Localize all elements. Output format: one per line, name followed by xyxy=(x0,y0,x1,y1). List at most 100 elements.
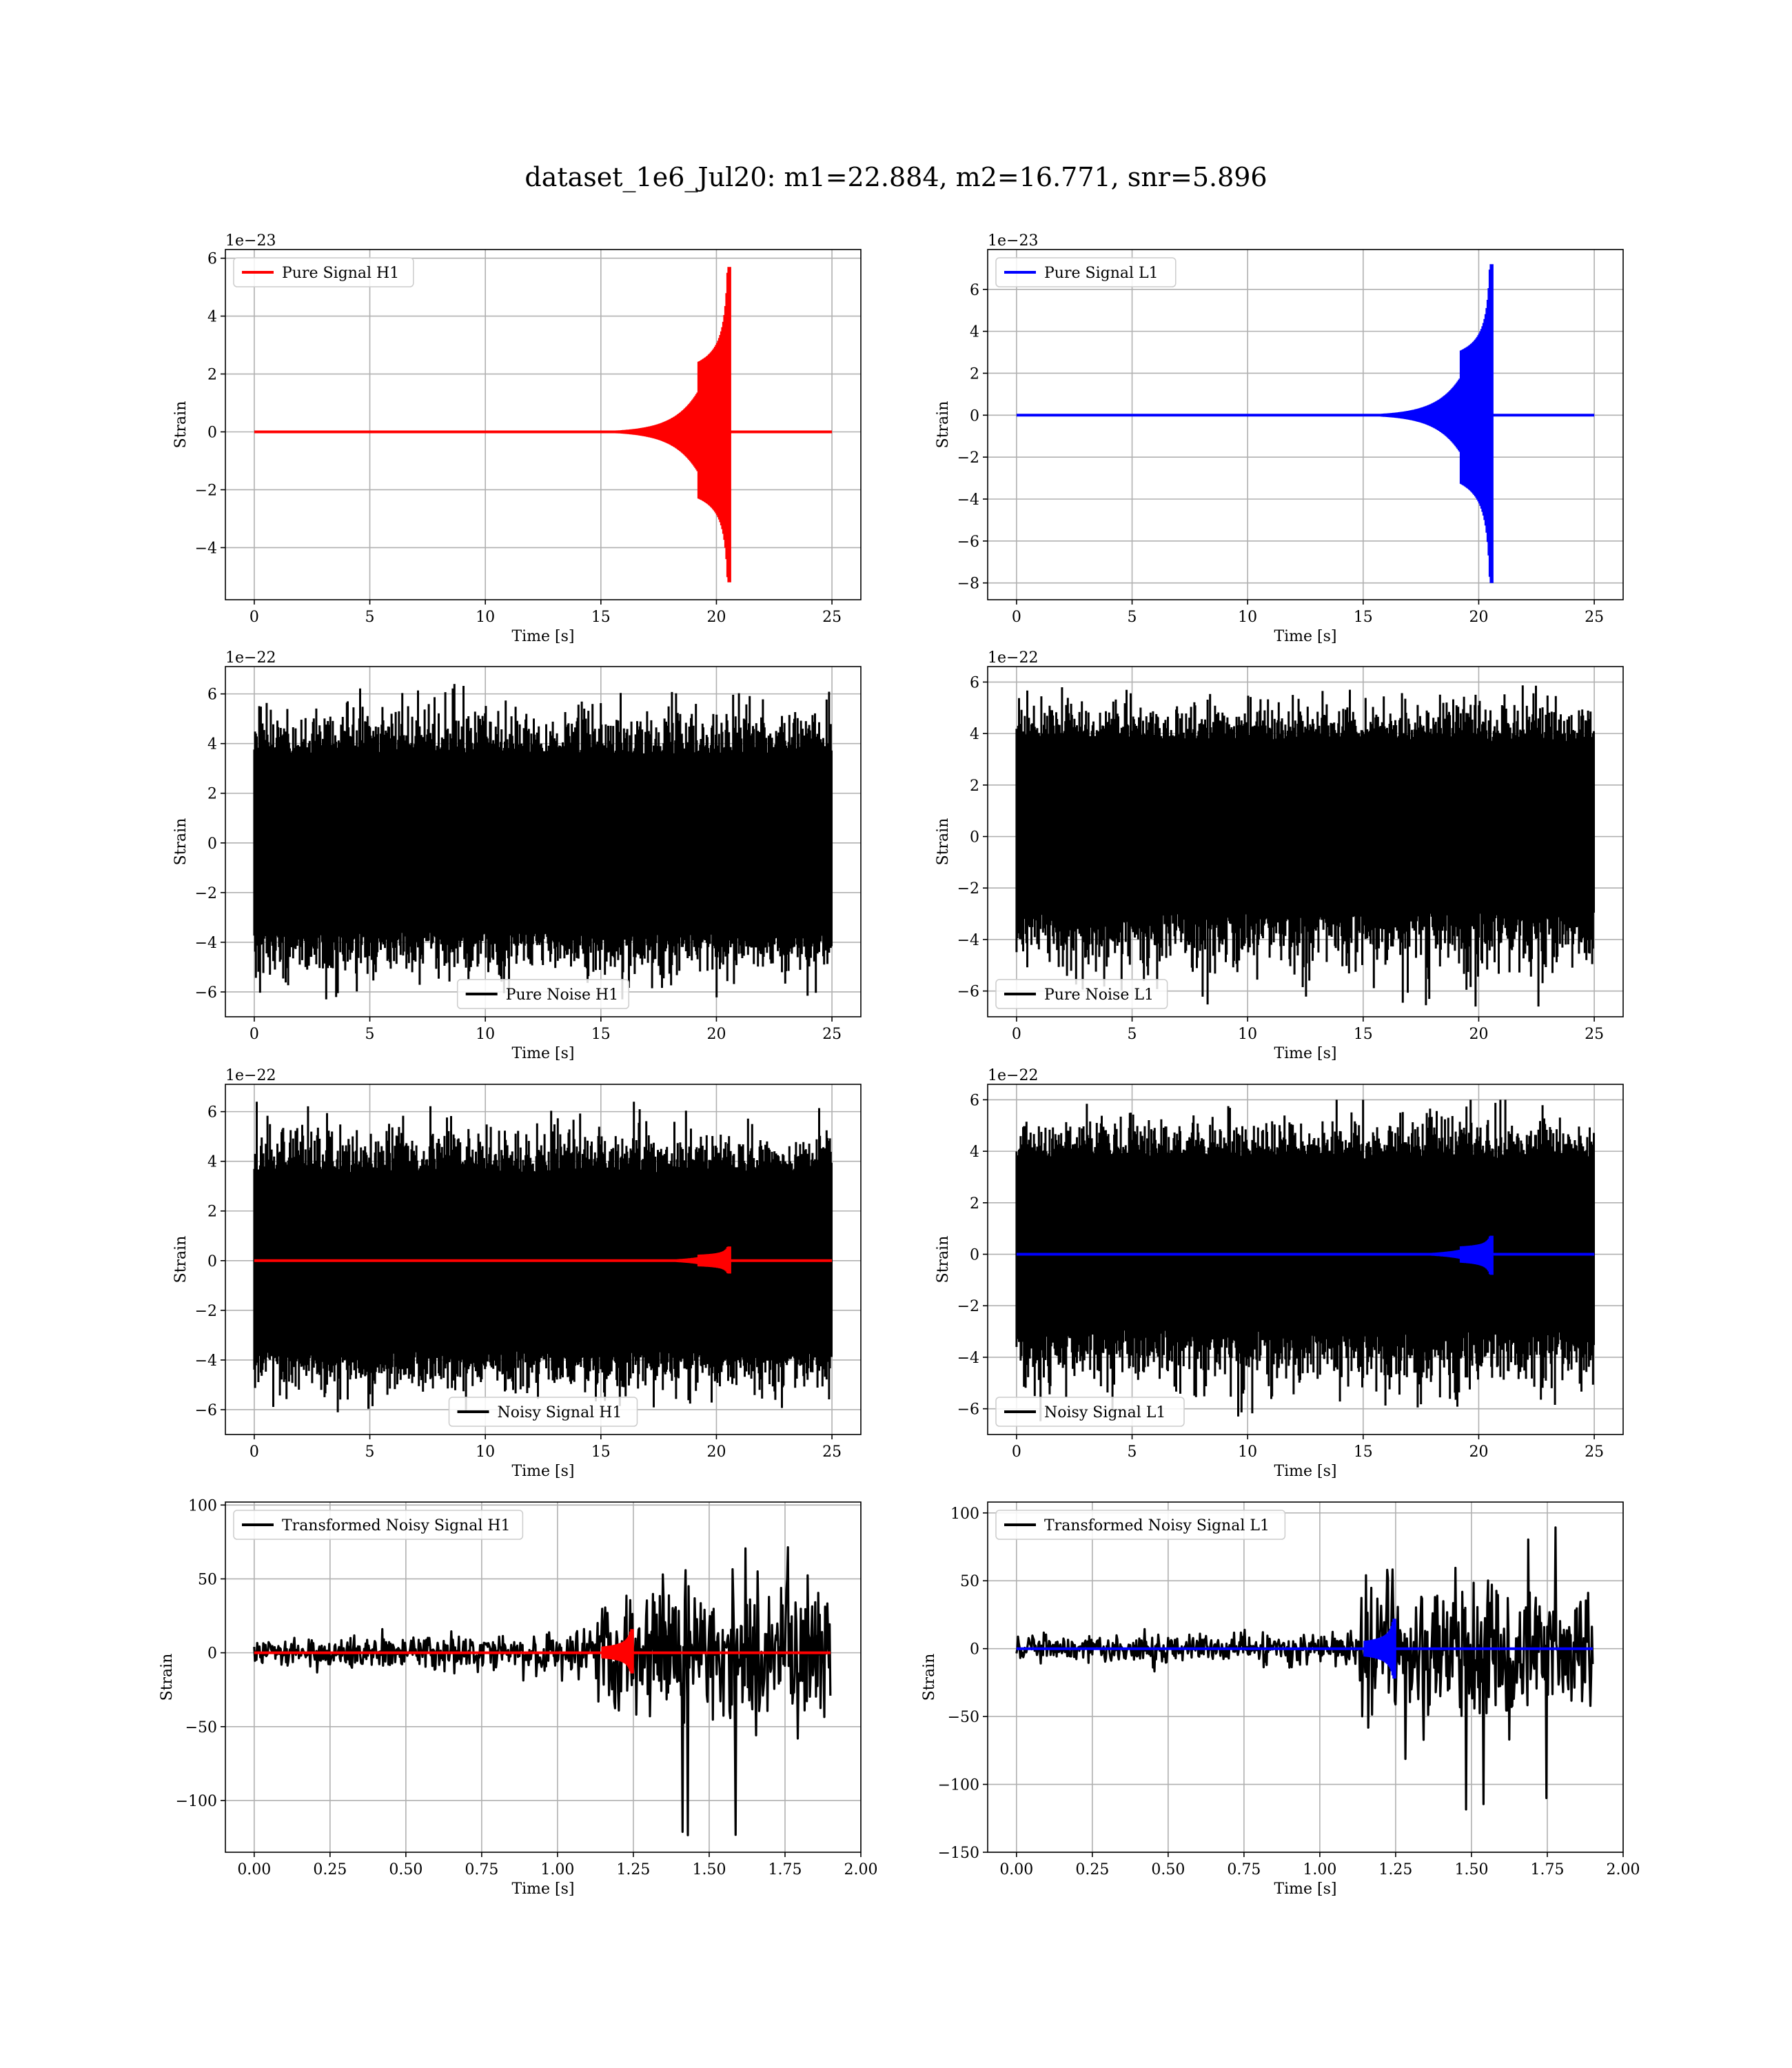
legend-label: Noisy Signal L1 xyxy=(1044,1404,1165,1421)
y-tick-label: 6 xyxy=(207,1104,217,1122)
legend-label: Noisy Signal H1 xyxy=(498,1404,622,1421)
x-tick-label: 25 xyxy=(1585,1026,1604,1043)
legend-box xyxy=(995,1510,1286,1540)
y-axis-label: Strain xyxy=(935,401,952,449)
x-tick-label: 1.25 xyxy=(1378,1861,1412,1878)
y-tick-label: 4 xyxy=(970,1144,979,1161)
x-tick-label: 1.75 xyxy=(1530,1861,1564,1878)
y-tick-label: 2 xyxy=(207,1204,217,1221)
series-chirp-trace xyxy=(1016,1235,1595,1275)
y-tick-label: −6 xyxy=(195,984,217,1002)
y-tick-label: 6 xyxy=(207,687,217,704)
x-axis-label: Time [s] xyxy=(1274,628,1336,645)
y-offset-text: 1e−22 xyxy=(225,1067,276,1084)
legend: Pure Signal H1 xyxy=(233,257,414,287)
axes-frame xyxy=(225,249,862,600)
x-tick-label: 1.75 xyxy=(768,1861,802,1878)
tick-labels: 0 5 10 15 20 25 −6 −4 −2 0 2 4 6 xyxy=(957,1092,1605,1461)
subplot-2: 0 5 10 15 20 25 −8 −6 −4 −2 0 2 4 6 Time [s] Strain 1e−2… xyxy=(935,232,1624,645)
y-offset-text: 1e−22 xyxy=(225,649,276,667)
y-tick-label: −4 xyxy=(195,1352,217,1370)
x-tick-label: 0 xyxy=(1012,609,1021,626)
series-group xyxy=(253,1102,833,1412)
y-tick-label: 6 xyxy=(970,282,979,299)
y-tick-label: 4 xyxy=(970,324,979,341)
x-tick-label: 25 xyxy=(822,609,842,626)
x-tick-label: 5 xyxy=(365,609,375,626)
y-tick-label: 2 xyxy=(970,778,979,795)
series-chirp-trace xyxy=(1016,1619,1593,1679)
x-tick-label: 15 xyxy=(1354,1026,1373,1043)
x-tick-label: 15 xyxy=(1354,609,1373,626)
subplot-8: 0.00 0.25 0.50 0.75 1.00 1.25 1.50 1.75 2.00 −150… xyxy=(921,1501,1640,1898)
x-tick-label: 20 xyxy=(1469,609,1488,626)
legend-box xyxy=(995,257,1177,287)
legend-box xyxy=(233,257,414,287)
x-tick-label: 15 xyxy=(591,1443,611,1461)
legend-box xyxy=(995,1397,1185,1427)
x-axis-label: Time [s] xyxy=(511,1881,574,1898)
x-tick-label: 5 xyxy=(1128,1443,1137,1461)
y-tick-label: −4 xyxy=(957,1350,979,1367)
x-tick-label: 1.25 xyxy=(616,1861,650,1878)
y-tick-label: 0 xyxy=(207,835,217,853)
subplot-7: 0.00 0.25 0.50 0.75 1.00 1.25 1.50 1.75 2.00 −100… xyxy=(159,1497,877,1898)
tick-labels: 0 5 10 15 20 25 −8 −6 −4 −2 0 2 4 6 xyxy=(957,282,1605,626)
y-tick-label: 2 xyxy=(970,1195,979,1213)
subplot-5: 0 5 10 15 20 25 −6 −4 −2 0 2 4 6 Time [s] Strain 1e−22 N… xyxy=(172,1067,862,1480)
x-tick-label: 1.50 xyxy=(1454,1861,1488,1878)
x-tick-label: 0.25 xyxy=(313,1861,347,1878)
axes-frame xyxy=(225,1501,862,1853)
series-group xyxy=(1015,1526,1594,1811)
x-axis-label: Time [s] xyxy=(511,628,574,645)
figure-title: dataset_1e6_Jul20: m1=22.884, m2=16.771,… xyxy=(525,162,1267,193)
y-axis-label: Strain xyxy=(159,1654,176,1701)
series-chirp-trace xyxy=(254,1246,833,1274)
x-tick-label: 25 xyxy=(1585,609,1604,626)
axes-frame xyxy=(225,666,862,1017)
y-tick-label: −2 xyxy=(195,1303,217,1320)
x-tick-label: 5 xyxy=(365,1026,375,1043)
y-offset-text: 1e−22 xyxy=(988,1067,1038,1084)
y-tick-label: −4 xyxy=(195,540,217,557)
y-tick-label: 0 xyxy=(970,1641,979,1659)
series-transformed-trace xyxy=(253,1546,832,1836)
subplot-4: 0 5 10 15 20 25 −6 −4 −2 0 2 4 6 Time [s] Strain 1e−22 P… xyxy=(935,649,1624,1062)
legend-label: Pure Noise L1 xyxy=(1044,986,1154,1004)
y-tick-label: −2 xyxy=(957,449,979,467)
y-tick-label: 100 xyxy=(188,1497,217,1514)
y-tick-label: 6 xyxy=(207,251,217,268)
x-tick-label: 15 xyxy=(591,1026,611,1043)
y-axis-label: Strain xyxy=(935,1236,952,1284)
axes-frame xyxy=(987,249,1624,600)
x-tick-label: 1.50 xyxy=(692,1861,726,1878)
x-tick-label: 0 xyxy=(250,1443,259,1461)
y-tick-label: −6 xyxy=(957,1401,979,1419)
series-group xyxy=(253,1546,832,1836)
y-tick-label: −100 xyxy=(176,1793,217,1810)
y-axis-label: Strain xyxy=(921,1654,938,1701)
y-axis-label: Strain xyxy=(935,818,952,866)
axes-frame xyxy=(987,666,1624,1017)
legend-label: Pure Noise H1 xyxy=(506,986,619,1004)
x-axis-label: Time [s] xyxy=(1274,1045,1336,1062)
series-group xyxy=(254,267,833,582)
x-tick-label: 10 xyxy=(476,1026,495,1043)
series-chirp-trace xyxy=(254,1629,831,1674)
series-chirp-trace xyxy=(1016,264,1595,583)
y-tick-label: −6 xyxy=(957,534,979,551)
axes-frame xyxy=(225,1084,862,1435)
y-tick-label: −150 xyxy=(938,1845,979,1862)
x-tick-label: 0 xyxy=(250,1026,259,1043)
x-tick-label: 0.25 xyxy=(1075,1861,1109,1878)
x-tick-label: 0 xyxy=(1012,1026,1021,1043)
x-axis-label: Time [s] xyxy=(511,1463,574,1480)
y-offset-text: 1e−23 xyxy=(225,232,276,250)
tick-labels: 0 5 10 15 20 25 −6 −4 −2 0 2 4 6 xyxy=(957,674,1605,1043)
legend: Transformed Noisy Signal L1 xyxy=(995,1510,1286,1540)
y-tick-label: −6 xyxy=(195,1402,217,1419)
y-tick-label: 4 xyxy=(970,726,979,743)
y-tick-label: 50 xyxy=(198,1571,217,1588)
